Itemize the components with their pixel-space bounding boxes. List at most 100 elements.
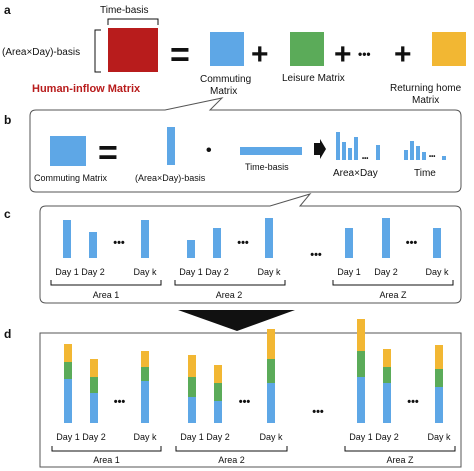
day-label-d: Day k <box>133 432 157 442</box>
area-bracket-c <box>174 280 286 286</box>
area-label-c: Area 1 <box>93 290 120 300</box>
time-mini-chart: ••• <box>404 141 446 160</box>
bar-c <box>382 218 390 258</box>
area-day-basis-bracket <box>94 29 101 73</box>
commuting-matrix-label-b: Commuting Matrix <box>34 173 108 183</box>
human-inflow-matrix-square <box>108 28 158 72</box>
mini-bar <box>348 148 352 160</box>
ellipsis-d-mid: ••• <box>312 406 324 418</box>
bar-d-commuting <box>357 377 365 423</box>
bar-d-commuting <box>267 383 275 423</box>
commuting-matrix-label-line2: Matrix <box>210 86 237 97</box>
day-label-d: Day 1 <box>349 432 373 442</box>
human-inflow-matrix-label: Human-inflow Matrix <box>32 83 141 95</box>
plus-sign-1: + <box>251 38 269 71</box>
day-label-c: Day 2 <box>81 267 105 277</box>
mini-bar <box>416 146 420 160</box>
mini-ellipsis: ••• <box>429 154 435 160</box>
dot-product-symbol: • <box>206 142 212 159</box>
day-label-d: Day k <box>259 432 283 442</box>
down-arrow-icon <box>178 310 295 331</box>
panel-b-label: b <box>4 113 11 127</box>
ellipsis-c: ••• <box>113 237 125 249</box>
area-day-basis-label: (Area×Day)-basis <box>2 47 80 58</box>
area-label-c: Area Z <box>379 290 407 300</box>
area-bracket-d <box>175 446 288 452</box>
bar-d-returning <box>435 345 443 369</box>
mini-bar <box>442 156 446 160</box>
area-label-d: Area 1 <box>93 455 120 465</box>
day-label-d: Day 2 <box>82 432 106 442</box>
area-bracket-c <box>50 280 162 286</box>
bar-d-commuting <box>188 397 196 423</box>
mini-bar <box>376 145 380 160</box>
bar-d-returning <box>188 355 196 377</box>
bar-d-commuting <box>383 383 391 423</box>
mini-bar <box>404 150 408 160</box>
area-day-basis-vector <box>167 127 175 165</box>
bar-d-returning <box>267 329 275 359</box>
area-bracket-d <box>344 446 456 452</box>
bar-c <box>141 220 149 258</box>
area-x-day-label: Area×Day <box>333 168 378 179</box>
bar-c <box>89 232 97 258</box>
time-basis-bracket <box>107 18 159 25</box>
bar-d-leisure <box>90 377 98 393</box>
area-label-d: Area Z <box>386 455 414 465</box>
bar-d-commuting <box>64 379 72 423</box>
time-basis-label-b: Time-basis <box>245 162 289 172</box>
day-label-c: Day 1 <box>337 267 361 277</box>
returning-home-label-line1: Returning home <box>390 83 462 94</box>
panel-c-label: c <box>4 207 11 221</box>
leisure-matrix-label: Leisure Matrix <box>282 73 345 84</box>
bar-c <box>213 228 221 258</box>
commuting-matrix-label-line1: Commuting <box>200 74 251 85</box>
area-bracket-c <box>332 280 454 286</box>
mini-ellipsis: ••• <box>362 156 368 162</box>
equals-sign-b: = <box>98 134 118 172</box>
day-label-c: Day 1 <box>55 267 79 277</box>
day-label-c: Day 2 <box>205 267 229 277</box>
mini-bar <box>354 137 358 160</box>
returning-home-label-line2: Matrix <box>412 95 439 106</box>
day-label-d: Day k <box>427 432 451 442</box>
bar-d-leisure <box>64 362 72 379</box>
bar-c <box>63 220 71 258</box>
ellipsis-d: ••• <box>114 396 126 408</box>
time-basis-label: Time-basis <box>100 5 149 16</box>
day-label-d: Day 1 <box>180 432 204 442</box>
plus-sign-2: + <box>334 38 352 71</box>
panel-d-box <box>39 332 462 468</box>
bar-d-leisure <box>435 369 443 387</box>
area-label-c: Area 2 <box>216 290 243 300</box>
day-label-d: Day 2 <box>206 432 230 442</box>
bar-d-returning <box>383 349 391 367</box>
bar-d-returning <box>64 344 72 362</box>
ellipsis-a: ••• <box>358 47 371 61</box>
bar-d-returning <box>90 359 98 377</box>
day-label-c: Day 2 <box>374 267 398 277</box>
bar-d-commuting <box>141 381 149 423</box>
bar-d-leisure <box>383 367 391 383</box>
bar-d-returning <box>357 319 365 351</box>
bar-d-commuting <box>90 393 98 423</box>
leisure-matrix-square <box>290 32 324 66</box>
area-label-d: Area 2 <box>218 455 245 465</box>
panel-c-callout-box <box>39 193 462 304</box>
bar-d-commuting <box>435 387 443 423</box>
day-label-d: Day 2 <box>375 432 399 442</box>
panel-b-callout-box <box>29 97 462 193</box>
day-label-c: Day 1 <box>179 267 203 277</box>
panel-d-label: d <box>4 327 11 341</box>
bar-c <box>265 218 273 258</box>
area-bracket-d <box>51 446 162 452</box>
arrow-right-icon <box>314 139 326 159</box>
bar-c <box>187 240 195 258</box>
ellipsis-c-mid: ••• <box>310 249 322 261</box>
time-label: Time <box>414 168 436 179</box>
mini-bar <box>410 141 414 160</box>
bar-d-returning <box>141 351 149 367</box>
